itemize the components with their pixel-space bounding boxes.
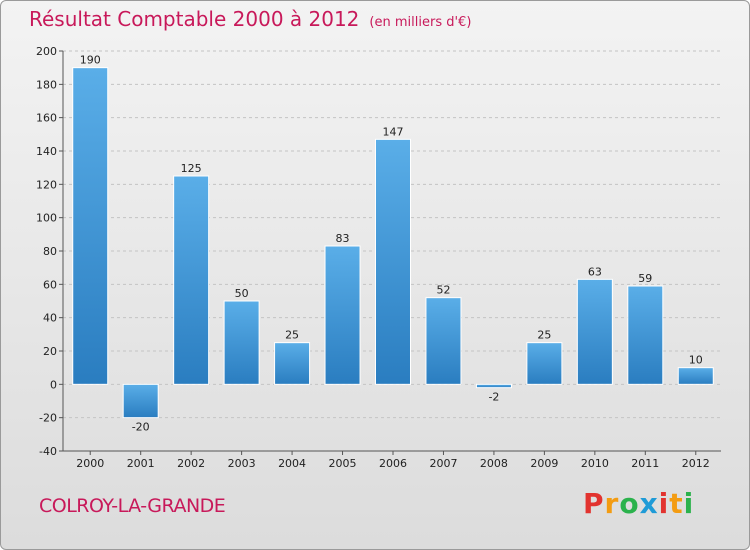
bar-2001 [122, 383, 159, 419]
data-label-2001: -20 [132, 421, 150, 434]
x-tick-label: 2012 [682, 457, 710, 470]
data-label-2005: 83 [336, 232, 350, 245]
chart-title-text: Résultat Comptable 2000 à 2012 [29, 7, 360, 31]
x-tick-label: 2006 [379, 457, 407, 470]
x-tick-label: 2001 [127, 457, 155, 470]
chart-subtitle: (en milliers d'€) [369, 15, 472, 30]
bar-2010 [576, 278, 613, 385]
logo-letter: x [639, 487, 659, 520]
y-tick-label: 80 [43, 245, 57, 258]
logo-letter: i [683, 487, 695, 520]
bar-2003 [223, 300, 260, 385]
x-tick-label: 2010 [581, 457, 609, 470]
y-tick-label: 60 [43, 278, 57, 291]
data-label-2002: 125 [181, 162, 202, 175]
y-tick-label: 40 [43, 312, 57, 325]
y-tick-label: 120 [36, 178, 57, 191]
bar-2005 [324, 245, 361, 385]
x-tick-label: 2003 [228, 457, 256, 470]
x-tick-label: 2004 [278, 457, 306, 470]
bar-2000 [72, 67, 109, 385]
x-tick-label: 2008 [480, 457, 508, 470]
x-tick-label: 2005 [329, 457, 357, 470]
bar-2002 [173, 175, 210, 385]
data-label-2008: -2 [488, 391, 499, 404]
y-tick-label: 0 [50, 378, 57, 391]
x-tick-label: 2007 [429, 457, 457, 470]
data-label-2007: 52 [436, 284, 450, 297]
y-tick-label: -20 [39, 412, 57, 425]
y-tick-label: 160 [36, 112, 57, 125]
data-label-2003: 50 [235, 287, 249, 300]
y-tick-label: 140 [36, 145, 57, 158]
y-tick-label: 180 [36, 78, 57, 91]
data-label-2011: 59 [638, 272, 652, 285]
logo-letter: P [583, 487, 605, 520]
logo-letter: o [619, 487, 640, 520]
y-tick-label: -40 [39, 445, 57, 458]
bar-2004 [274, 342, 311, 385]
y-tick-label: 200 [36, 45, 57, 58]
bar-2006 [375, 138, 411, 385]
data-label-2010: 63 [588, 265, 602, 278]
data-label-2012: 10 [689, 354, 703, 367]
bar-2008 [475, 383, 512, 389]
data-label-2006: 147 [383, 125, 404, 138]
bar-2009 [526, 342, 563, 385]
logo-letter: i [658, 487, 670, 520]
bar-2012 [677, 367, 714, 385]
x-tick-label: 2000 [76, 457, 104, 470]
logo-letter: t [669, 487, 684, 520]
commune-name: COLROY-LA-GRANDE [39, 495, 226, 517]
data-label-2004: 25 [285, 329, 299, 342]
proxiti-logo: Proxiti [583, 487, 694, 520]
y-tick-label: 100 [36, 212, 57, 225]
logo-letter: r [604, 487, 620, 520]
x-tick-label: 2009 [530, 457, 558, 470]
bar-2007 [425, 297, 462, 385]
data-label-2000: 190 [80, 54, 101, 67]
chart-title: Résultat Comptable 2000 à 2012 (en millie… [29, 7, 471, 31]
y-tick-label: 20 [43, 345, 57, 358]
bar-2011 [627, 285, 664, 385]
data-label-2009: 25 [537, 329, 551, 342]
x-tick-label: 2002 [177, 457, 205, 470]
x-tick-label: 2011 [631, 457, 659, 470]
